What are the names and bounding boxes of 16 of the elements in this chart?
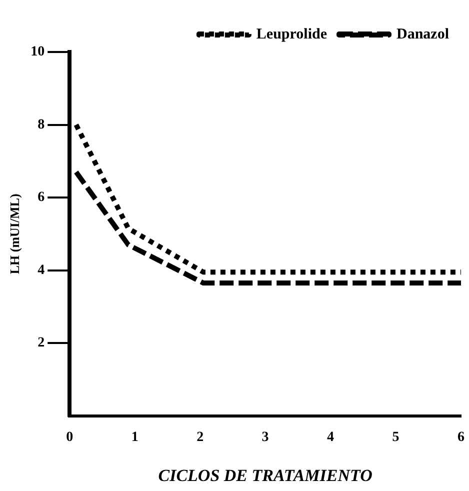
x-tick-label: 0 [66,430,74,445]
y-tick-label: 4 [38,262,45,278]
x-tick-label: 4 [327,430,334,445]
y-tick-label: 10 [30,44,45,60]
x-tick-label: 3 [262,430,269,445]
y-tick-label: 8 [38,117,45,132]
x-tick-label: 2 [196,430,204,445]
y-tick-label: 2 [38,336,45,351]
y-axis-title: LH (mUI/ML) [7,194,22,274]
x-tick-label: 1 [131,430,138,445]
y-tick-label: 6 [38,190,45,206]
x-axis-title: CICLOS DE TRATAMIENTO [158,466,372,486]
legend-label: Danazol [396,26,449,42]
x-tick-label: 5 [392,430,400,445]
x-tick-label: 6 [458,430,464,445]
legend-label: Leuprolide [256,26,328,42]
